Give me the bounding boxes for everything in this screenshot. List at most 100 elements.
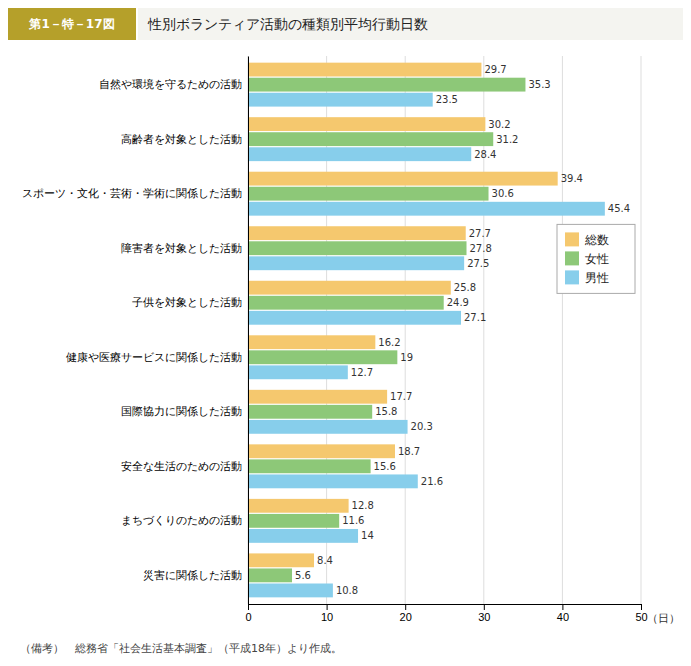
tick: 災害に関係した活動: [143, 569, 242, 581]
chart: 第1－特－17図性別ボランティア活動の種類別平均行動日数29.730.239.4…: [0, 0, 691, 666]
bar: [248, 350, 397, 364]
grid-line: [641, 56, 642, 604]
data-label: 20.3: [411, 421, 433, 432]
tick: 高齢者を対象とした活動: [121, 133, 242, 145]
legend-item: 女性: [565, 251, 609, 265]
tick: 子供を対象とした活動: [132, 296, 242, 308]
legend-label: 総数: [584, 233, 609, 247]
data-label: 10.8: [336, 585, 358, 596]
tick-label: 20: [400, 611, 412, 623]
data-label: 31.2: [496, 134, 518, 145]
data-label: 27.8: [470, 243, 492, 254]
legend-label: 女性: [585, 252, 609, 266]
bar: [248, 78, 525, 92]
data-label: 27.1: [464, 312, 486, 323]
data-label: 12.7: [351, 367, 373, 378]
bar: [248, 147, 471, 161]
data-label: 16.2: [378, 337, 400, 348]
tick-mark: [248, 604, 249, 610]
bar: [248, 474, 418, 488]
tick-label: 50: [635, 611, 647, 623]
tick-mark: [562, 604, 563, 610]
legend-swatch: [565, 251, 579, 265]
data-label: 27.5: [467, 258, 489, 269]
bar: [248, 405, 372, 419]
legend-item: 男性: [565, 270, 609, 284]
bar: [248, 63, 481, 77]
bar: [248, 281, 451, 295]
data-label: 45.4: [608, 203, 630, 214]
bar: [248, 311, 461, 325]
legend-item: 総数: [565, 232, 609, 246]
data-label: 11.6: [342, 515, 364, 526]
tick-label: 10: [321, 611, 333, 623]
tick-mark: [405, 604, 406, 610]
tick: 障害者を対象とした活動: [121, 242, 242, 254]
bar: [248, 499, 349, 513]
tick: 自然や環境を守るための活動: [99, 78, 242, 90]
bar: [248, 553, 314, 567]
data-label: 14: [361, 530, 374, 541]
bar: [248, 365, 348, 379]
tick-label: 自然や環境を守るための活動: [99, 78, 242, 90]
footer: （備考） 総務省「社会生活基本調査」（平成18年）より作成。: [20, 642, 342, 655]
legend-swatch: [565, 232, 579, 246]
bar: [248, 172, 558, 186]
bar: [248, 132, 493, 146]
tick-label: 安全な生活のための活動: [121, 460, 242, 472]
bar: [248, 529, 358, 543]
bar: [248, 117, 485, 131]
tick: 40: [557, 604, 569, 623]
legend-frame: [557, 224, 635, 293]
bar: [248, 187, 489, 201]
tick-label: 健康や医療サービスに関係した活動: [66, 351, 242, 363]
tick-label: スポーツ・文化・芸術・学術に関係した活動: [22, 187, 242, 199]
data-label: 28.4: [474, 149, 496, 160]
bar: [248, 390, 387, 404]
bar: [248, 568, 292, 582]
plot: 29.730.239.427.725.816.217.718.712.88.43…: [22, 56, 680, 625]
tick-mark: [641, 604, 642, 610]
data-label: 27.7: [469, 228, 491, 239]
data-labels: 29.730.239.427.725.816.217.718.712.88.43…: [295, 64, 630, 596]
x-axis-label: （日）: [647, 612, 680, 625]
tick-label: 障害者を対象とした活動: [121, 242, 242, 254]
tick-label: 0: [245, 611, 251, 623]
tick-label: 国際協力に関係した活動: [121, 405, 242, 417]
bar: [248, 256, 464, 270]
tick: スポーツ・文化・芸術・学術に関係した活動: [22, 187, 242, 199]
tick-label: 災害に関係した活動: [143, 569, 242, 581]
data-label: 15.8: [375, 406, 397, 417]
legend-label: 男性: [585, 271, 609, 285]
data-label: 17.7: [390, 391, 412, 402]
tick-label: 高齢者を対象とした活動: [121, 133, 242, 145]
tick: 30: [478, 604, 490, 623]
data-label: 12.8: [352, 500, 374, 511]
data-label: 5.6: [295, 570, 311, 581]
tick-label: まちづくりのための活動: [121, 514, 242, 526]
data-label: 21.6: [421, 476, 443, 487]
bar: [248, 202, 605, 216]
tick: 0: [245, 604, 251, 623]
legend: 総数女性男性: [557, 224, 635, 293]
grid: [248, 56, 641, 604]
data-label: 30.6: [492, 188, 514, 199]
title: 性別ボランティア活動の種類別平均行動日数: [147, 16, 428, 32]
header: 第1－特－17図 性別ボランティア活動の種類別平均行動日数: [8, 8, 683, 40]
tick: 安全な生活のための活動: [121, 460, 242, 472]
data-label: 29.7: [484, 64, 506, 75]
bar: [248, 93, 433, 107]
data-label: 19: [400, 352, 413, 363]
bar: [248, 296, 444, 310]
tick: 国際協力に関係した活動: [121, 405, 242, 417]
data-label: 39.4: [561, 173, 583, 184]
tick-label: 子供を対象とした活動: [132, 296, 242, 308]
bars: [248, 63, 605, 598]
tick-label: 30: [478, 611, 490, 623]
figure-label: 第1－特－17図: [28, 17, 114, 31]
tick-label: 40: [557, 611, 569, 623]
bar: [248, 335, 375, 349]
tick-mark: [484, 604, 485, 610]
tick: 10: [321, 604, 333, 623]
tick: 20: [400, 604, 412, 623]
